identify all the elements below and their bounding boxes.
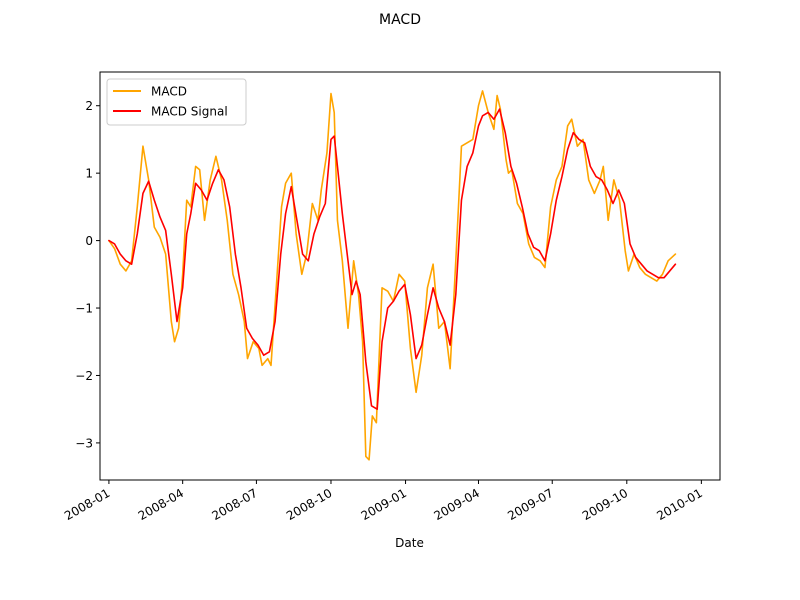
y-tick-label: 2 [85,99,93,113]
x-axis-label: Date [395,536,424,550]
legend-label-macd: MACD [151,85,187,99]
legend-box [106,78,247,126]
y-tick-label: 0 [85,234,93,248]
legend: MACD MACD Signal [106,78,247,126]
y-tick-label: −1 [75,302,93,316]
y-tick-label: 1 [85,167,93,181]
plot-frame [99,71,721,481]
series-line-macd-signal [108,108,677,410]
y-axis-ticks: −3 −2 −1 0 1 2 [75,99,100,450]
y-tick-label: −2 [75,369,93,383]
chart-title: MACD [379,12,421,28]
legend-label-macd-signal: MACD Signal [151,105,228,119]
y-tick-label: −3 [75,436,93,450]
series-line-macd [108,90,677,461]
series-layer [108,90,677,461]
